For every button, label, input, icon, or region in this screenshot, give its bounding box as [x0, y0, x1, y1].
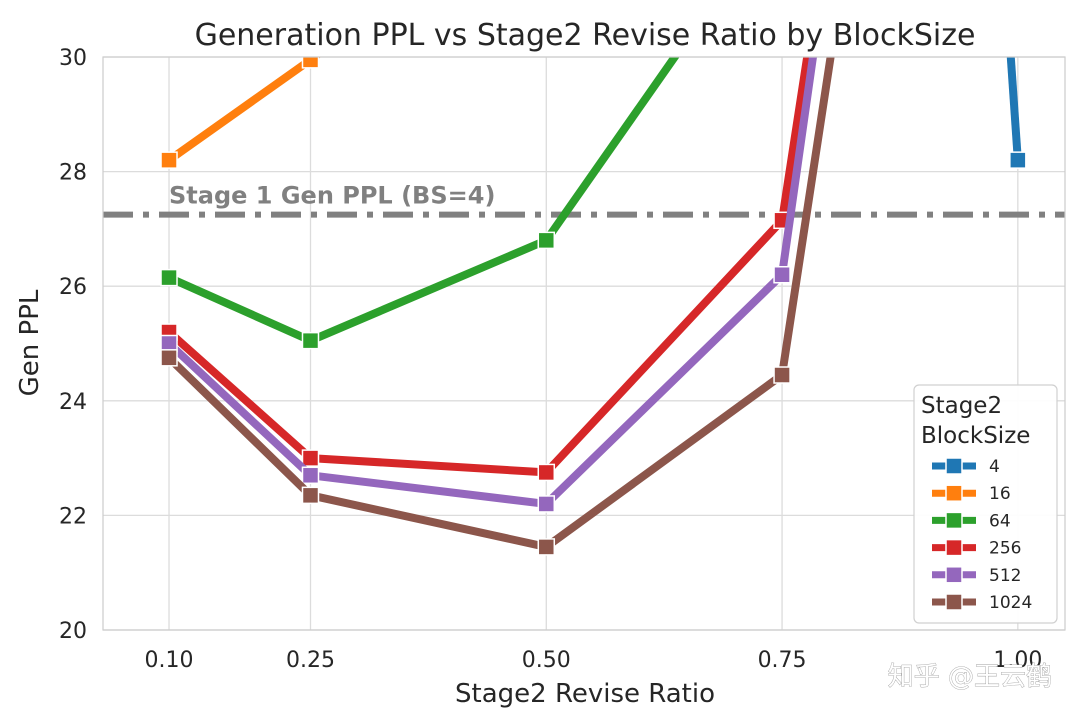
reference-group: Stage 1 Gen PPL (BS=4) — [103, 182, 1065, 218]
series-1024 — [160, 57, 835, 556]
data-point-512 — [773, 265, 791, 284]
series-line-64 — [167, 57, 680, 345]
legend-box — [913, 384, 1058, 624]
tick-labels: 0.10 0.25 0.50 0.75 1.00 20 22 24 26 28 30 — [59, 46, 1042, 673]
x-axis-title: Stage2 Revise Ratio — [455, 679, 715, 709]
plot-frame — [102, 56, 1066, 631]
reference-label: Stage 1 Gen PPL (BS=4) — [169, 182, 495, 210]
y-tick-label: 26 — [59, 275, 87, 300]
series-4 — [1006, 57, 1027, 169]
legend-swatch-marker — [945, 511, 963, 530]
series-16 — [160, 57, 321, 169]
x-tick-label: 0.10 — [145, 648, 194, 673]
data-point-4 — [1009, 151, 1027, 169]
watermark: 知乎 @王云鹤 — [888, 662, 1052, 692]
data-point-16 — [301, 57, 320, 69]
legend-swatch-marker — [945, 484, 963, 502]
y-tick-label: 22 — [59, 504, 87, 529]
legend-label: 512 — [989, 566, 1021, 586]
data-point-1024 — [773, 366, 791, 384]
data-point-512 — [537, 495, 556, 513]
series-512 — [160, 57, 817, 513]
legend-label: 16 — [989, 484, 1011, 504]
legend: Stage2 BlockSize 4 16 64 256 512 1024 — [913, 384, 1058, 624]
data-point-256 — [301, 449, 320, 467]
legend-swatch-marker — [945, 538, 963, 557]
series-group — [160, 57, 1027, 556]
series-64 — [160, 57, 680, 350]
x-tick-label: 1.00 — [993, 648, 1042, 673]
chart-title: Generation PPL vs Stage2 Revise Ratio by… — [195, 18, 976, 53]
legend-label: 1024 — [989, 593, 1032, 613]
data-point-256 — [537, 463, 556, 482]
legend-title: Stage2 — [921, 393, 1002, 419]
y-tick-label: 20 — [59, 619, 87, 644]
legend-title: BlockSize — [921, 423, 1030, 449]
legend-swatch-marker — [945, 566, 963, 584]
legend-swatch-marker — [945, 457, 963, 475]
data-point-1024 — [537, 538, 556, 556]
y-tick-label: 30 — [59, 46, 87, 71]
x-tick-label: 0.25 — [286, 648, 335, 673]
y-tick-label: 28 — [59, 161, 87, 186]
data-point-64 — [537, 231, 556, 250]
legend-swatch-marker — [945, 593, 963, 611]
data-point-512 — [301, 466, 320, 485]
y-tick-label: 24 — [59, 390, 87, 415]
legend-label: 256 — [989, 539, 1021, 559]
x-tick-label: 0.50 — [522, 648, 571, 673]
x-tick-label: 0.75 — [758, 648, 807, 673]
legend-label: 64 — [989, 511, 1011, 531]
series-line-4 — [1006, 57, 1022, 161]
data-point-64 — [301, 331, 320, 350]
y-axis-title: Gen PPL — [15, 289, 45, 396]
plot-area — [103, 57, 1065, 630]
data-point-1024 — [301, 486, 320, 505]
data-point-1024 — [160, 349, 178, 367]
data-point-64 — [160, 268, 178, 287]
data-point-16 — [160, 151, 178, 169]
legend-label: 4 — [989, 457, 1000, 477]
